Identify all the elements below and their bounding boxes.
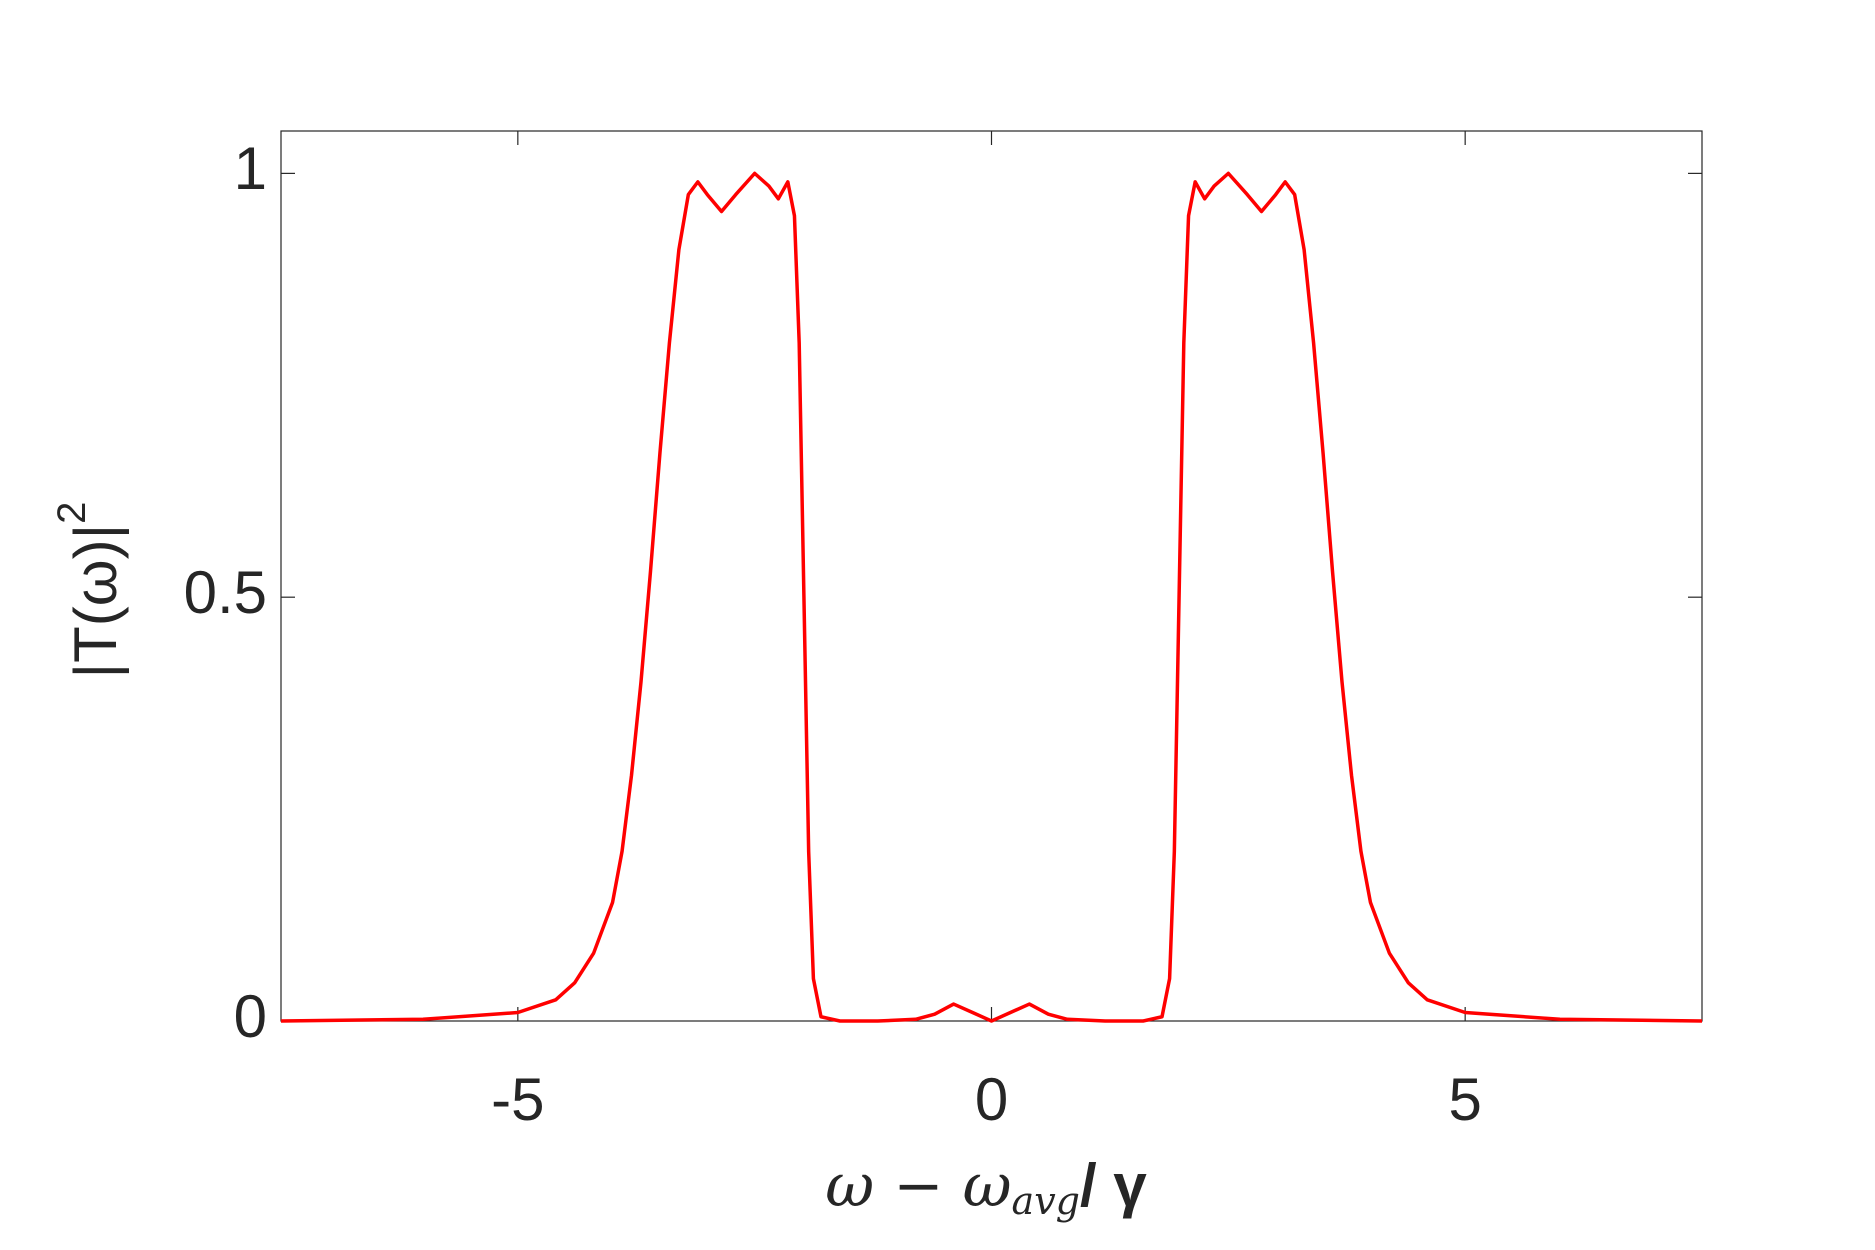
y-axis-label: |T(ω)|2 [50, 502, 129, 679]
x-label-tail: / γ [1080, 1152, 1147, 1219]
x-label-sub: avg [1012, 1179, 1080, 1223]
data-line [280, 171, 1703, 1023]
y-label-main: |T(ω)| [62, 524, 129, 679]
x-tick-label: -5 [491, 1066, 544, 1133]
y-label-sup: 2 [50, 502, 94, 524]
y-tick-label: 0.5 [184, 559, 267, 626]
x-tick-label: 5 [1448, 1066, 1481, 1133]
y-tick-label: 1 [234, 135, 267, 202]
x-axis-label: ω − ωavg/ γ [825, 1151, 1147, 1223]
x-tick-label: 0 [975, 1066, 1008, 1133]
y-tick-label: 0 [234, 983, 267, 1050]
x-label-main: ω − ω [825, 1151, 1011, 1221]
